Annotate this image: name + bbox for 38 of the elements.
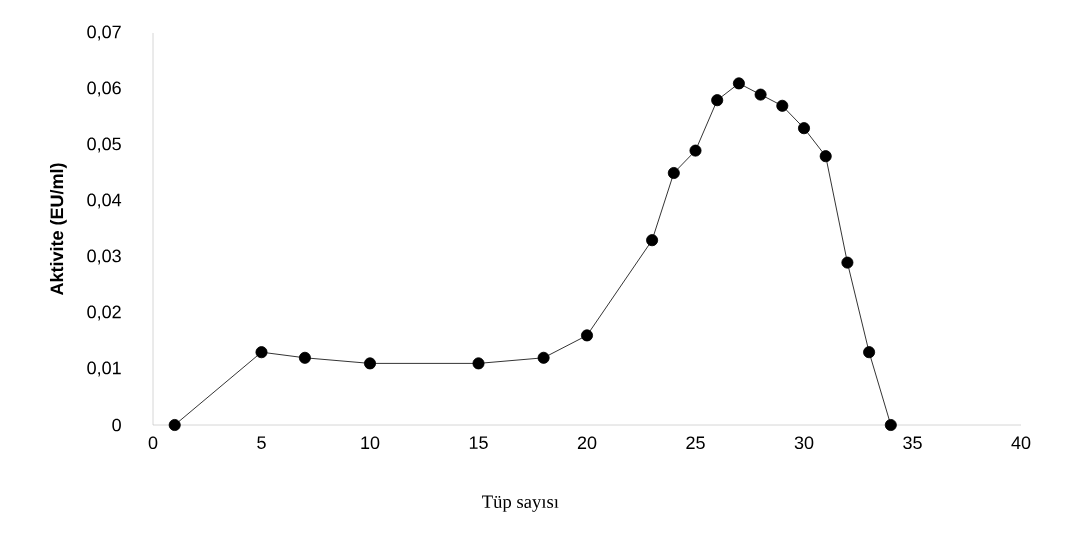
point <box>884 419 897 431</box>
x-tick-label: 0 <box>148 436 158 450</box>
y-tick-label: 0,02 <box>87 305 121 321</box>
point <box>537 351 550 364</box>
point <box>841 256 854 269</box>
y-tick-label: 0,01 <box>87 361 121 377</box>
point <box>472 357 485 370</box>
x-tick-label: 5 <box>257 436 266 449</box>
point <box>863 346 876 359</box>
y-axis-title: Aktivite (EU/ml) <box>49 163 67 296</box>
x-tick-label: 40 <box>1011 436 1031 450</box>
point <box>298 351 311 364</box>
y-tick-label: 0,06 <box>87 81 121 97</box>
y-tick-label: 0,04 <box>87 193 122 209</box>
point <box>581 329 593 342</box>
point <box>689 144 702 157</box>
point <box>776 99 789 112</box>
y-tick-label: 0 <box>112 418 121 432</box>
point <box>168 419 181 431</box>
x-tick-label: 10 <box>361 436 380 450</box>
x-tick-label: 30 <box>794 436 814 450</box>
y-tick-label: 0,05 <box>87 137 121 153</box>
x-tick-label: 20 <box>577 436 597 450</box>
point <box>754 88 767 101</box>
x-tick-label: 15 <box>469 436 488 449</box>
point <box>819 150 832 163</box>
point <box>667 167 680 179</box>
point <box>255 346 268 359</box>
point <box>732 77 745 90</box>
point <box>711 94 724 107</box>
point <box>798 122 810 135</box>
x-tick-label: 25 <box>686 436 705 450</box>
y-tick-label: 0,07 <box>87 25 121 41</box>
y-tick-label: 0,03 <box>87 249 121 265</box>
x-tick-label: 35 <box>903 436 922 450</box>
point <box>646 234 659 247</box>
x-axis-title: Tüp sayısı <box>482 495 559 512</box>
point <box>364 357 376 370</box>
